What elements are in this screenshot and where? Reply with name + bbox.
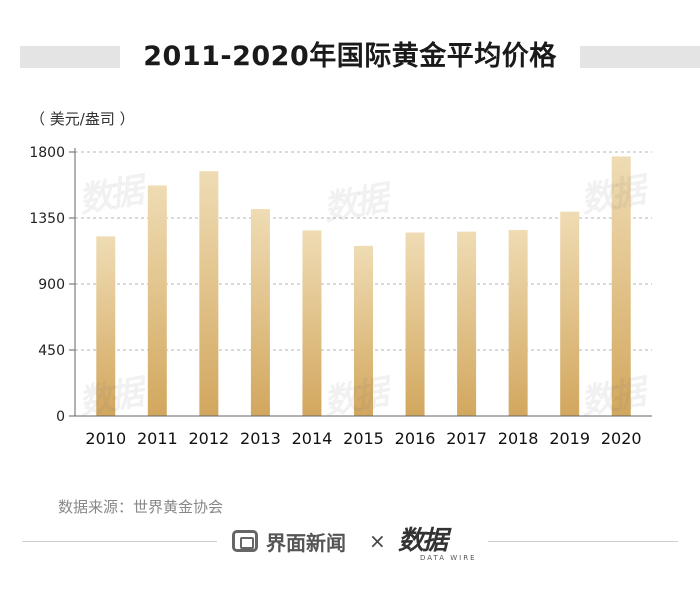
x-tick-label: 2017 [446, 429, 487, 448]
footer-divider-right [488, 541, 678, 542]
brand-separator: × [369, 529, 386, 553]
x-tick-label: 2015 [343, 429, 384, 448]
bar-2016 [405, 232, 425, 416]
y-tick-label: 1800 [29, 145, 65, 161]
bar-2017 [457, 231, 477, 416]
bar-2010 [96, 236, 116, 416]
x-tick-label: 2013 [240, 429, 281, 448]
bar-2018 [508, 230, 528, 416]
y-axis-ticks: 0 450 900 1350 1800 [29, 145, 75, 425]
brand-secondary: 数据 DATA WIRE [398, 520, 478, 568]
bar-chart: 0 450 900 1350 1800 2010 2011 2012 2013 2014 2015… [29, 145, 652, 448]
bar-2012 [199, 171, 219, 416]
brand-primary-name: 界面新闻 [266, 530, 346, 555]
y-tick-label: 0 [56, 409, 65, 425]
brand-secondary-name: 数据 [398, 526, 448, 556]
bar-2013 [250, 209, 270, 416]
brand-logo-icon [232, 530, 258, 552]
x-tick-label: 2019 [549, 429, 590, 448]
title-background [120, 30, 580, 70]
x-axis-ticks: 2010 2011 2012 2013 2014 2015 2016 2017 2018 2019… [85, 429, 641, 448]
x-tick-label: 2014 [292, 429, 333, 448]
y-tick-label: 450 [38, 343, 65, 359]
bars [96, 156, 631, 416]
data-source: 数据来源：世界黄金协会 [58, 498, 224, 516]
x-tick-label: 2010 [85, 429, 126, 448]
brand-secondary-sub: DATA WIRE [420, 554, 477, 562]
bar-2014 [302, 230, 322, 416]
x-tick-label: 2011 [137, 429, 178, 448]
y-axis-unit-label: （ 美元/盎司 ） [30, 110, 135, 128]
y-tick-label: 900 [38, 277, 65, 293]
x-tick-label: 2016 [395, 429, 436, 448]
chart-title: 2011-2020年国际黄金平均价格 [143, 41, 557, 72]
brand-primary: 界面新闻 [232, 526, 346, 556]
x-tick-label: 2018 [498, 429, 539, 448]
bar-2011 [147, 185, 167, 416]
x-tick-label: 2020 [601, 429, 642, 448]
bar-2020 [611, 156, 631, 416]
x-tick-label: 2012 [189, 429, 230, 448]
bar-2019 [560, 211, 580, 416]
y-tick-label: 1350 [29, 211, 65, 227]
bar-2015 [354, 245, 373, 416]
footer-divider-left [22, 541, 217, 542]
